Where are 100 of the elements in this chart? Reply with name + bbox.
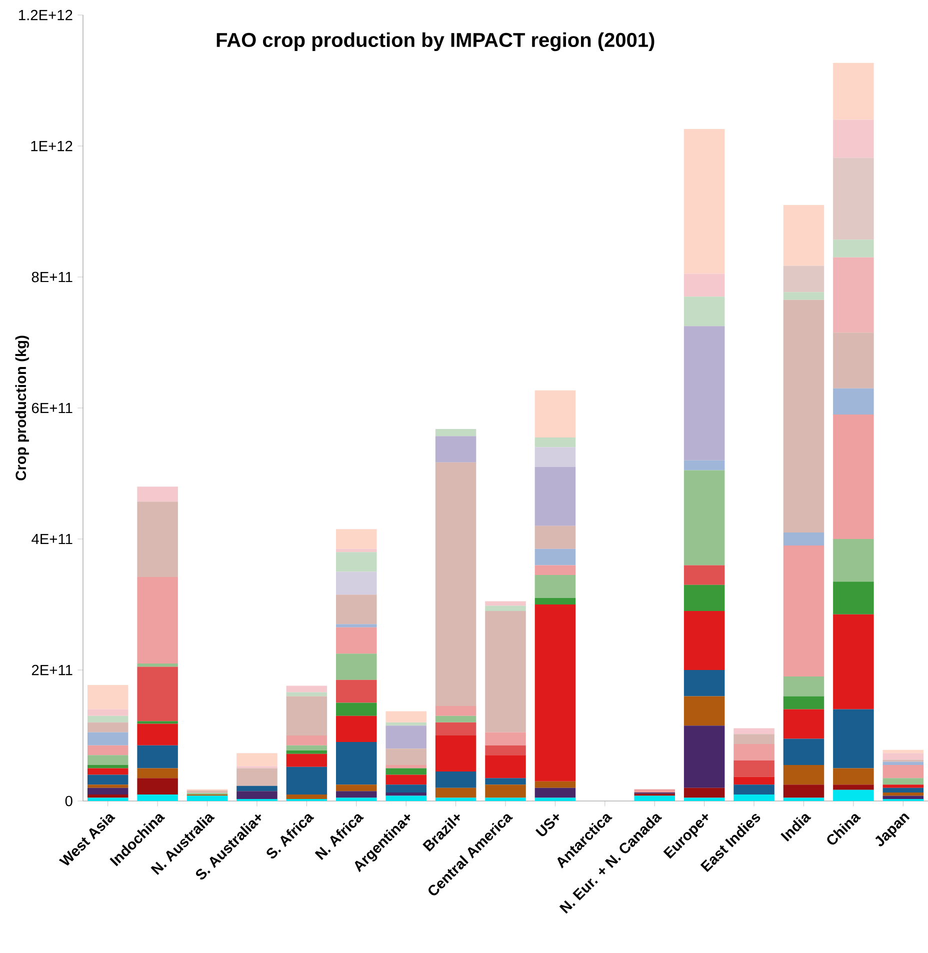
bar [435, 722, 476, 736]
bar [734, 784, 774, 794]
y-tick-label: 4E+11 [32, 534, 72, 544]
bar [386, 784, 426, 792]
bar [684, 460, 725, 470]
bar [137, 666, 178, 722]
bar [386, 796, 426, 801]
bar [783, 764, 824, 785]
x-tick-label: US+ [535, 814, 560, 836]
bar [87, 745, 128, 756]
bar [783, 546, 824, 677]
bar [634, 796, 675, 801]
bar [336, 594, 377, 624]
y-tick-label: 1E+12 [31, 140, 72, 152]
bar [386, 792, 426, 796]
bar [286, 696, 328, 736]
bar [485, 601, 526, 606]
bar [386, 722, 426, 726]
bar [783, 266, 824, 292]
bar [336, 552, 377, 572]
bar [534, 604, 576, 782]
bar [534, 548, 576, 566]
text: FAO crop production by IMPACT region (2001) [216, 32, 654, 52]
bar [336, 654, 377, 680]
bar [336, 798, 377, 801]
y-tick-label: 1.2E+12 [19, 10, 72, 20]
bar [485, 606, 526, 612]
bar [833, 582, 874, 614]
bar [435, 735, 476, 772]
bar [882, 764, 924, 778]
bar [435, 772, 476, 788]
bar [833, 538, 874, 582]
bar [485, 755, 526, 778]
bar [336, 680, 377, 703]
bar [783, 292, 824, 300]
bar [783, 204, 824, 266]
bar [87, 774, 128, 785]
bar [882, 784, 924, 788]
bar [336, 548, 377, 552]
bar [87, 798, 128, 801]
bar [684, 726, 725, 788]
bar [386, 768, 426, 775]
bar [336, 627, 377, 654]
bar [534, 575, 576, 598]
bar [783, 676, 824, 696]
bar [684, 584, 725, 612]
y-tick-label: 2E+11 [32, 664, 72, 676]
bar [336, 702, 377, 716]
bar [833, 332, 874, 388]
bar [833, 790, 874, 801]
bar [534, 598, 576, 604]
bar [286, 750, 328, 754]
bar [435, 798, 476, 801]
bar [87, 732, 128, 746]
bar [137, 486, 178, 502]
bar [882, 762, 924, 765]
bar [684, 296, 725, 326]
bar [882, 753, 924, 760]
bar [485, 611, 526, 732]
bar [87, 768, 128, 775]
bar [336, 529, 377, 549]
bar [87, 709, 128, 716]
bar [485, 778, 526, 785]
bar [833, 614, 874, 710]
bar [435, 788, 476, 798]
bar [286, 735, 328, 746]
bar [534, 781, 576, 788]
bar [882, 792, 924, 796]
bar [286, 766, 328, 794]
bar [435, 436, 476, 462]
bar [534, 565, 576, 576]
bar [783, 300, 824, 532]
bar [386, 764, 426, 768]
bar [833, 388, 874, 415]
y-axis-title: Crop production (kg) [15, 336, 30, 480]
bar [534, 437, 576, 448]
bar [833, 784, 874, 790]
bar [435, 428, 476, 436]
bar [684, 128, 725, 274]
bar [734, 744, 774, 760]
bar [684, 470, 725, 566]
bar [236, 786, 278, 792]
bar [236, 791, 278, 800]
bar [634, 789, 675, 792]
bar [684, 670, 725, 696]
bar [783, 798, 824, 801]
bar [286, 686, 328, 692]
bar [684, 565, 725, 585]
bar [485, 732, 526, 746]
bar [783, 709, 824, 739]
bar [336, 624, 377, 628]
bar [734, 728, 774, 734]
bar [137, 794, 178, 801]
bar [684, 611, 725, 670]
bar [684, 274, 725, 297]
bar [783, 738, 824, 765]
bar [137, 778, 178, 794]
bar [386, 726, 426, 749]
bar [882, 778, 924, 785]
bar [684, 798, 725, 801]
